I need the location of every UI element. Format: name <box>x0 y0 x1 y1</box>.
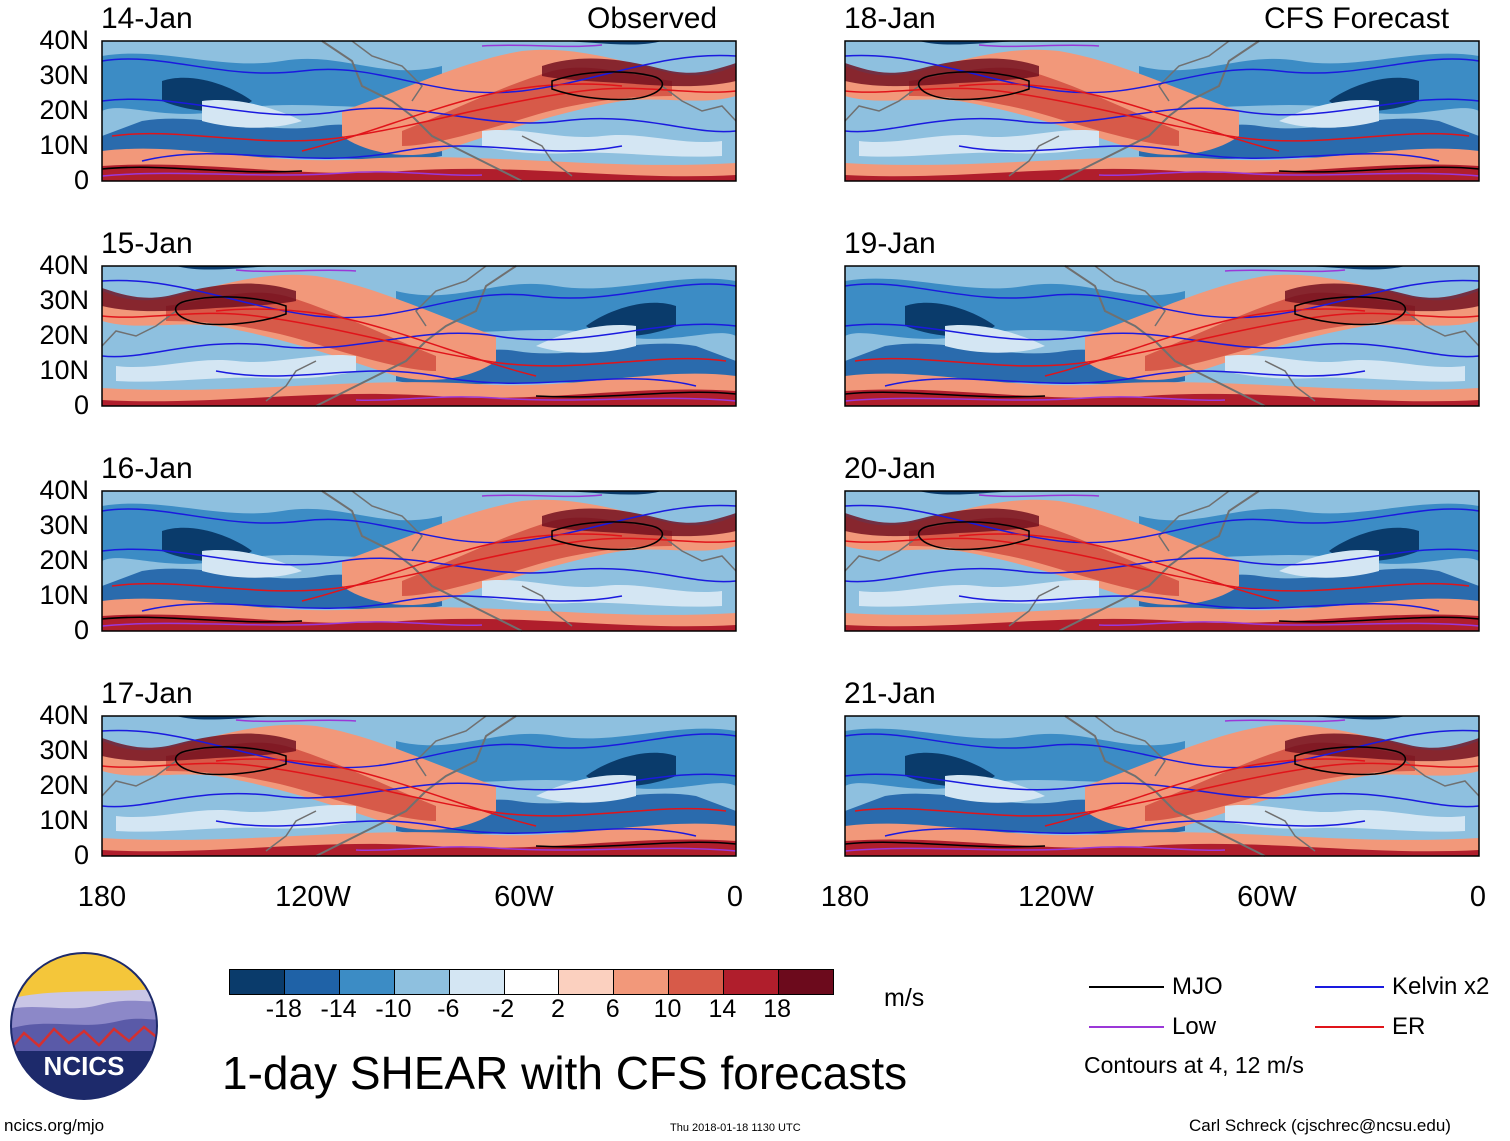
y-tick-label: 10N <box>39 130 89 160</box>
colorbar-swatch <box>338 970 394 994</box>
colorbar-tick-label: -14 <box>320 995 357 1023</box>
x-tick-label: 0 <box>1469 881 1487 913</box>
y-tick-label: 0 <box>73 615 89 645</box>
y-tick-label: 10N <box>39 805 89 835</box>
colorbar-tick-label: -6 <box>437 995 460 1023</box>
map-panel-16-jan <box>101 490 737 632</box>
colorbar-swatch <box>283 970 339 994</box>
colorbar-tick-label: 2 <box>550 995 565 1023</box>
panel-date-label: 20-Jan <box>844 452 936 485</box>
legend-line-kelvin <box>1315 986 1384 988</box>
legend-label-er: ER <box>1392 1013 1426 1040</box>
x-tick-label: 120W <box>1018 881 1094 913</box>
colorbar-swatch <box>503 970 559 994</box>
footer-timestamp: Thu 2018-01-18 1130 UTC <box>670 1122 801 1134</box>
panel-date-label: 16-Jan <box>101 452 193 485</box>
x-tick-label: 60W <box>494 881 554 913</box>
colorbar-swatch <box>448 970 504 994</box>
x-tick-label: 120W <box>275 881 351 913</box>
legend-line-low <box>1089 1026 1164 1028</box>
panel-date-label: 14-Jan <box>101 2 193 35</box>
colorbar-swatch <box>558 970 614 994</box>
colorbar-labels: -18 -14 -10 -6 -2 2 6 10 14 18 <box>229 997 832 1025</box>
figure-title: 1-day SHEAR with CFS forecasts <box>222 1047 908 1099</box>
legend-label-mjo: MJO <box>1172 973 1223 1000</box>
colorbar-tick-label: 10 <box>653 995 682 1023</box>
y-tick-label: 40N <box>39 700 89 730</box>
observed-title: Observed <box>587 2 718 35</box>
panel-date-label: 18-Jan <box>844 2 936 35</box>
ncics-logo: NCICS <box>10 952 158 1100</box>
y-tick-label: 30N <box>39 285 89 315</box>
x-tick-label: 60W <box>1237 881 1297 913</box>
y-tick-label: 0 <box>73 390 89 420</box>
y-tick-label: 40N <box>39 25 89 55</box>
colorbar-swatch <box>393 970 449 994</box>
map-panel-17-jan <box>101 715 737 857</box>
legend-label-kelvin: Kelvin x2 <box>1392 973 1490 1000</box>
footer-url: ncics.org/mjo <box>4 1116 105 1135</box>
panel-date-label: 15-Jan <box>101 227 193 260</box>
colorbar <box>229 969 834 995</box>
y-tick-label: 30N <box>39 510 89 540</box>
panel-date-label: 19-Jan <box>844 227 936 260</box>
colorbar-tick-label: 18 <box>763 995 792 1023</box>
colorbar-tick-label: -2 <box>491 995 515 1023</box>
y-tick-label: 20N <box>39 545 89 575</box>
y-tick-label: 0 <box>73 165 89 195</box>
y-tick-label: 30N <box>39 735 89 765</box>
colorbar-tick-label: 6 <box>605 995 620 1023</box>
logo-text: NCICS <box>44 1051 125 1081</box>
legend-label-low: Low <box>1172 1013 1217 1040</box>
colorbar-swatch <box>613 970 669 994</box>
forecast-title: CFS Forecast <box>1264 2 1450 35</box>
y-tick-label: 10N <box>39 580 89 610</box>
map-panel-18-jan <box>844 40 1480 182</box>
panel-date-label: 17-Jan <box>101 677 193 710</box>
y-tick-label: 40N <box>39 250 89 280</box>
x-tick-label: 180 <box>77 881 127 913</box>
y-tick-label: 20N <box>39 770 89 800</box>
colorbar-unit: m/s <box>884 984 925 1012</box>
y-tick-label: 40N <box>39 475 89 505</box>
colorbar-swatch <box>668 970 724 994</box>
colorbar-tick-label: 14 <box>708 995 737 1023</box>
x-tick-label: 0 <box>726 881 744 913</box>
map-panel-15-jan <box>101 265 737 407</box>
map-panel-20-jan <box>844 490 1480 632</box>
map-panel-19-jan <box>844 265 1480 407</box>
colorbar-swatch <box>778 970 833 994</box>
y-tick-label: 20N <box>39 320 89 350</box>
colorbar-tick-label: -18 <box>265 995 302 1023</box>
colorbar-tick-label: -10 <box>375 995 412 1023</box>
x-tick-label: 180 <box>820 881 870 913</box>
legend-line-er <box>1315 1026 1384 1028</box>
map-panel-21-jan <box>844 715 1480 857</box>
y-tick-label: 30N <box>39 60 89 90</box>
legend-line-mjo <box>1089 986 1164 988</box>
y-tick-label: 0 <box>73 840 89 870</box>
y-tick-label: 10N <box>39 355 89 385</box>
colorbar-swatch <box>230 970 284 994</box>
colorbar-swatch <box>723 970 779 994</box>
map-panel-14-jan <box>101 40 737 182</box>
y-tick-label: 20N <box>39 95 89 125</box>
footer-author: Carl Schreck (cjschrec@ncsu.edu) <box>1189 1116 1451 1135</box>
contour-note: Contours at 4, 12 m/s <box>1084 1052 1304 1078</box>
panel-date-label: 21-Jan <box>844 677 936 710</box>
